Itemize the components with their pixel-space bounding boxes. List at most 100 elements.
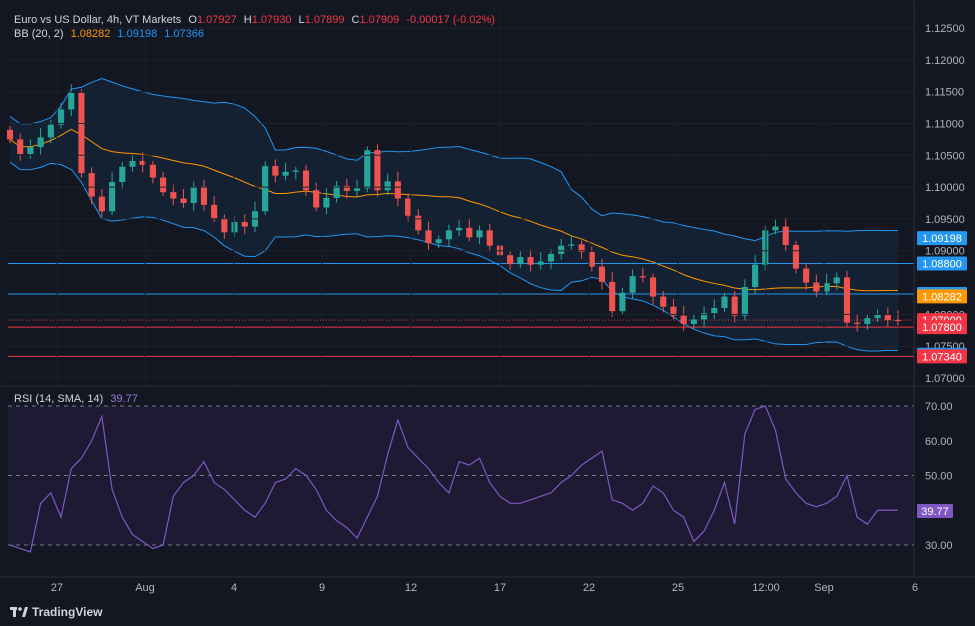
candle-body — [517, 257, 524, 265]
price-pane-bg — [8, 8, 914, 385]
symbol-title: Euro vs US Dollar, 4h, VT Markets — [14, 14, 182, 26]
candle-body — [343, 185, 350, 191]
price-tag-label: 1.07800 — [922, 322, 962, 334]
candle-body — [190, 186, 197, 203]
candle-body — [78, 92, 85, 174]
bb-upper-line — [9, 77, 899, 242]
time-tick-label: 4 — [231, 582, 237, 594]
bb-mid-line — [9, 128, 899, 292]
bb-fill — [10, 78, 898, 352]
candle-body — [894, 320, 902, 322]
candle-body — [353, 188, 361, 191]
ohlc-close-label: C — [351, 14, 360, 26]
price-pane[interactable] — [6, 8, 914, 385]
time-tick-label: 25 — [672, 582, 684, 594]
rsi-pane[interactable] — [8, 405, 914, 553]
candle-body — [109, 182, 116, 212]
rsi-name: RSI (14, SMA, 14) — [14, 393, 104, 405]
price-tick-label: 1.11000 — [925, 118, 964, 130]
price-tick-label: 1.10000 — [925, 182, 965, 194]
time-tick-label: 17 — [494, 582, 506, 594]
candle-body — [792, 245, 799, 269]
bb-lower-value: 1.07366 — [164, 28, 205, 40]
candle-body — [823, 283, 830, 292]
candle-body — [170, 192, 177, 199]
candle-body — [833, 277, 840, 284]
ohlc-open-label: O — [188, 14, 197, 26]
time-tick-label: 12 — [405, 582, 417, 594]
ohlc-close: 1.07909 — [359, 14, 400, 26]
tradingview-logo-icon — [10, 607, 28, 617]
candle-body — [456, 227, 463, 231]
candle-body — [547, 253, 555, 262]
symbol-legend: Euro vs US Dollar, 4h, VT Markets O1.079… — [14, 14, 499, 26]
bb-mid-value: 1.08282 — [70, 28, 111, 40]
price-tag — [917, 320, 967, 335]
candle-body — [68, 92, 75, 110]
bb-legend[interactable]: BB (20, 2) 1.08282 1.09198 1.07366 — [14, 28, 208, 40]
price-tag-label: 1.08800 — [922, 258, 962, 270]
brand-name: TradingView — [32, 605, 103, 619]
candle-body — [588, 252, 595, 267]
candle-body — [711, 308, 718, 314]
candle-body — [180, 198, 187, 203]
candle-body — [37, 137, 44, 147]
rsi-line — [9, 405, 898, 553]
candle-body — [302, 170, 310, 191]
ohlc-high-label: H — [243, 14, 252, 26]
candle-body — [98, 196, 105, 212]
ohlc-low-label: L — [298, 14, 305, 26]
candle-body — [598, 266, 606, 282]
candle-body — [384, 181, 391, 191]
bb-upper-value: 1.09198 — [117, 28, 158, 40]
candle-body — [17, 139, 24, 154]
candle-body — [374, 150, 381, 191]
candle-body — [313, 190, 320, 208]
candle-body — [752, 264, 759, 287]
candle-body — [568, 244, 575, 246]
rsi-tick-label: 30.00 — [925, 540, 953, 552]
candle-body — [425, 230, 432, 244]
rsi-tick-label: 70.00 — [925, 401, 953, 413]
price-tick-label: 1.09500 — [925, 214, 965, 226]
price-tick-label: 1.11500 — [925, 87, 964, 99]
time-tick-label: 6 — [912, 582, 918, 594]
candle-body — [47, 124, 54, 138]
candle-body — [507, 255, 514, 265]
rsi-legend[interactable]: RSI (14, SMA, 14) 39.77 — [14, 393, 142, 405]
ohlc-open: 1.07927 — [196, 14, 237, 26]
candle-body — [200, 186, 207, 205]
candle-body — [241, 222, 248, 227]
price-tick-label: 1.12500 — [925, 23, 965, 35]
candle-body — [660, 296, 667, 307]
candle-body — [486, 230, 493, 246]
candle-body — [272, 166, 279, 176]
candle-body — [160, 177, 167, 193]
price-tick-label: 1.12000 — [925, 55, 965, 67]
price-tick-label: 1.10500 — [925, 150, 965, 162]
time-tick-label: 9 — [319, 582, 325, 594]
candle-body — [466, 227, 473, 238]
candle-body — [364, 150, 371, 189]
candle-body — [578, 244, 585, 252]
candle-body — [476, 230, 483, 238]
candle-body — [762, 230, 769, 265]
candle-body — [262, 166, 269, 212]
ohlc-high: 1.07930 — [251, 14, 292, 26]
bb-name: BB (20, 2) — [14, 28, 64, 40]
candle-body — [282, 171, 289, 176]
price-tag — [917, 349, 967, 364]
candle-body — [782, 226, 789, 245]
candle-body — [741, 287, 748, 316]
rsi-tick-label: 50.00 — [925, 471, 953, 483]
candle-body — [537, 261, 544, 265]
candle-body — [619, 292, 626, 312]
ohlc-change: -0.00017 (-0.02%) — [406, 14, 495, 26]
candle-body — [670, 306, 677, 316]
candle-body — [445, 230, 452, 240]
candle-body — [690, 319, 697, 324]
time-tick-label: 27 — [51, 582, 63, 594]
tradingview-brand[interactable]: TradingView — [10, 605, 102, 619]
candle-body — [394, 181, 401, 199]
